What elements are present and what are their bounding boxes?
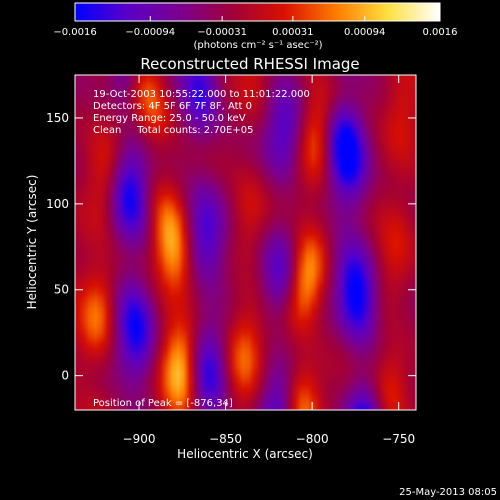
plot-frame	[74, 74, 417, 411]
x-axis-ticks: −900 −850 −800 −750	[123, 75, 415, 446]
peak-position-label: Position of Peak = [-876,34]	[93, 398, 233, 409]
x-tick-label: −850	[209, 432, 242, 446]
x-axis-title: Heliocentric X (arcsec)	[177, 447, 313, 461]
y-axis-ticks: 0 50 100 150	[46, 111, 416, 383]
y-tick-label: 150	[46, 111, 69, 125]
colorbar-tick-label: −0.00031	[197, 27, 247, 38]
colorbar-tick-label: 0.00031	[272, 27, 313, 38]
colorbar	[74, 2, 441, 22]
y-tick-label: 50	[54, 283, 69, 297]
x-tick-label: −800	[296, 432, 329, 446]
timestamp: 25-May-2013 08:05	[399, 487, 497, 498]
colorbar-unit-label: (photons cm⁻² s⁻¹ asec⁻²)	[193, 40, 322, 51]
y-tick-label: 100	[46, 197, 69, 211]
heatmap-image	[75, 75, 416, 410]
annotation-time: 19-Oct-2003 10:55:22.000 to 11:01:22.000	[93, 89, 310, 100]
y-tick-label: 0	[61, 369, 69, 383]
chart-title: Reconstructed RHESSI Image	[140, 55, 359, 73]
x-tick-label: −750	[382, 432, 415, 446]
colorbar-tick-label: −0.00094	[125, 27, 175, 38]
y-axis-title: Heliocentric Y (arcsec)	[25, 175, 39, 310]
colorbar-ticks: −0.0016 −0.00094 −0.00031 0.00031 0.00094 0.0…	[53, 16, 458, 38]
x-tick-label: −900	[123, 432, 156, 446]
annotation-energy: Energy Range: 25.0 - 50.0 keV	[93, 113, 246, 124]
colorbar-tick-label: −0.0016	[53, 27, 96, 38]
colorbar-tick-label: 0.0016	[423, 27, 458, 38]
colorbar-tick-label: 0.00094	[344, 27, 385, 38]
annotation-clean: Clean Total counts: 2.70E+05	[93, 125, 253, 136]
annotation-detectors: Detectors: 4F 5F 6F 7F 8F, Att 0	[93, 101, 252, 112]
